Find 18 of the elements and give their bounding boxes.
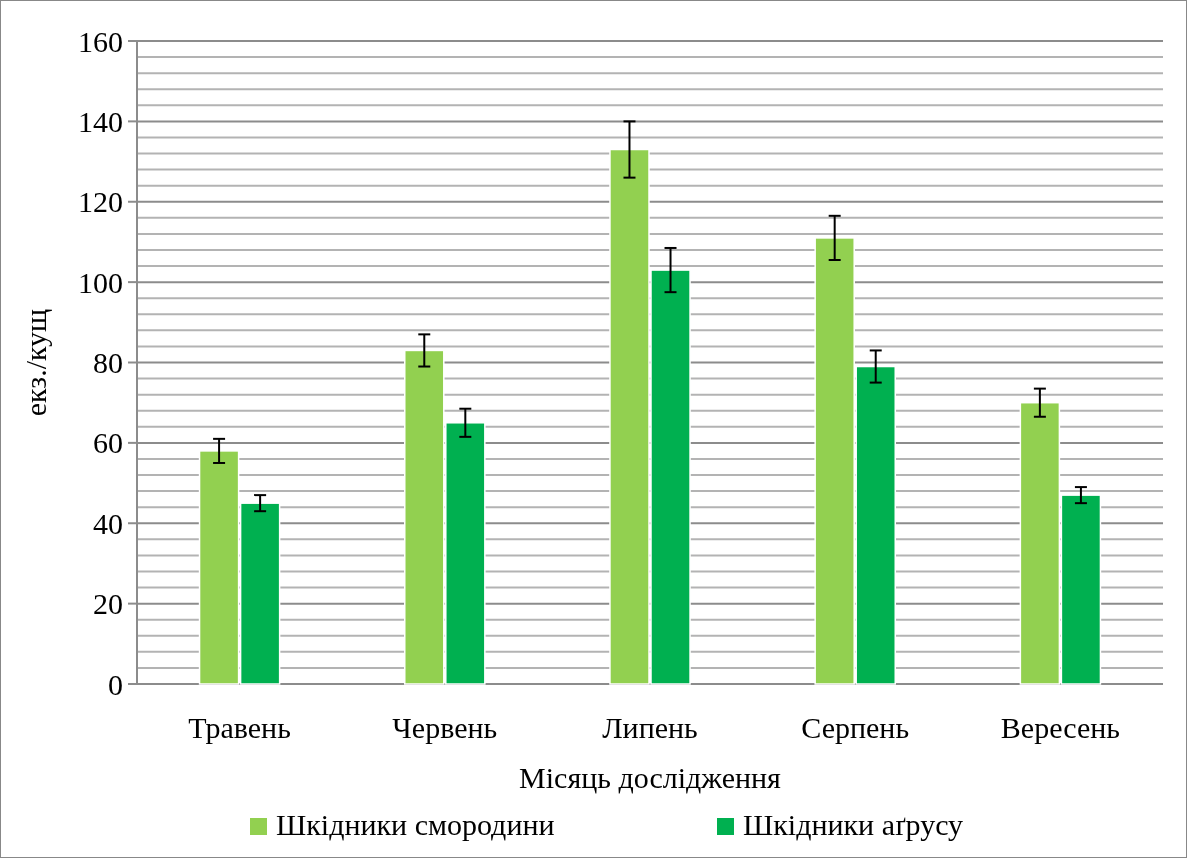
y-tick-label: 120 — [78, 185, 123, 219]
x-tick-label: Травень — [188, 711, 291, 744]
legend-label: Шкідники аґрусу — [743, 808, 964, 841]
x-tick-label: Липень — [602, 711, 698, 744]
y-tick-label: 140 — [78, 104, 123, 138]
y-tick-label: 160 — [78, 24, 123, 58]
x-tick-label: Вересень — [1000, 711, 1120, 744]
y-tick-label: 80 — [93, 346, 123, 379]
legend-label: Шкідники смородини — [276, 808, 555, 841]
x-tick-label: Червень — [392, 711, 498, 744]
y-tick-label: 0 — [108, 667, 123, 701]
y-tick-label: 100 — [78, 265, 123, 299]
y-tick-label: 60 — [93, 426, 123, 460]
y-tick-label: 40 — [93, 506, 123, 540]
x-tick-label: Серпень — [801, 711, 910, 744]
x-axis-title: Місяць дослідження — [519, 761, 782, 794]
y-axis-title: екз./кущ — [19, 308, 52, 417]
y-tick-label: 20 — [93, 587, 123, 621]
